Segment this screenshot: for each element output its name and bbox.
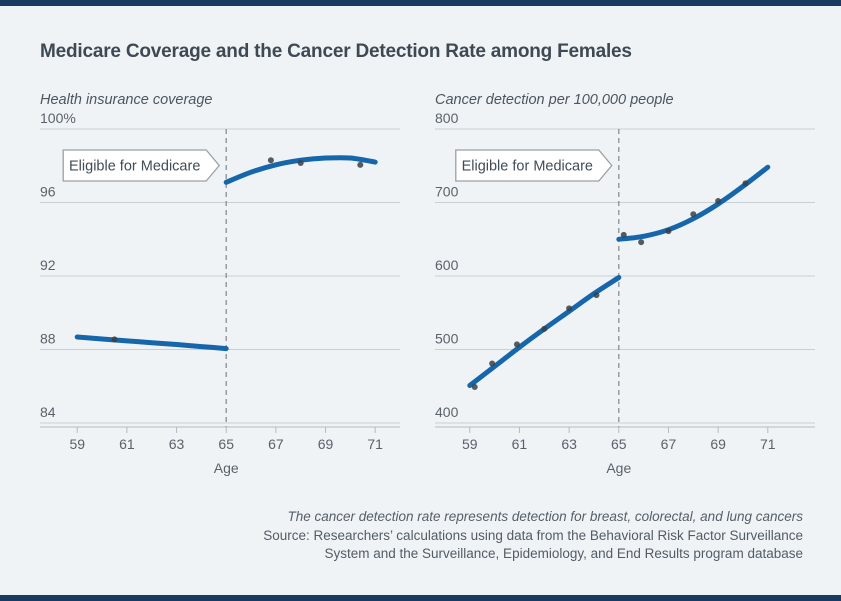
scatter-dot bbox=[638, 239, 645, 246]
chart-title: Medicare Coverage and the Cancer Detecti… bbox=[40, 40, 632, 62]
scatter-dot bbox=[665, 228, 672, 235]
scatter-dot bbox=[715, 198, 722, 205]
x-tick-label: 67 bbox=[661, 436, 677, 452]
cancer-detection-chart: 800 700 600 500 400 Eligible for Medicare 59 61… bbox=[435, 110, 815, 476]
footnote-text: The cancer detection rate represents det… bbox=[287, 509, 803, 524]
figure-footer: The cancer detection rate represents det… bbox=[43, 508, 803, 564]
scatter-dot bbox=[566, 305, 573, 312]
y-tick-label: 84 bbox=[40, 404, 56, 420]
x-tick-label: 65 bbox=[611, 436, 627, 452]
x-tick-label: 61 bbox=[512, 436, 528, 452]
x-tick-label: 69 bbox=[318, 436, 334, 452]
scatter-dot bbox=[267, 157, 274, 164]
eligible-callout-label: Eligible for Medicare bbox=[462, 159, 593, 175]
y-tick-label: 500 bbox=[435, 331, 459, 347]
scatter-dot bbox=[541, 325, 548, 332]
source-line-2: System and the Surveillance, Epidemiolog… bbox=[324, 546, 803, 561]
scatter-dot bbox=[357, 161, 364, 168]
left-axis-title: Health insurance coverage bbox=[40, 92, 213, 108]
x-tick-label: 59 bbox=[69, 436, 85, 452]
source-line-1: Source: Researchers’ calculations using … bbox=[263, 527, 803, 543]
x-tick-label: 63 bbox=[561, 436, 577, 452]
scatter-dot bbox=[742, 180, 749, 187]
scatter-dot bbox=[513, 341, 520, 348]
y-tick-label: 400 bbox=[435, 404, 459, 420]
x-tick-label: 59 bbox=[462, 436, 478, 452]
y-tick-label: 700 bbox=[435, 184, 459, 200]
eligible-callout-box bbox=[455, 149, 613, 182]
right-axis-title: Cancer detection per 100,000 people bbox=[435, 92, 674, 108]
x-tick-label: 71 bbox=[367, 436, 383, 452]
scatter-dot bbox=[471, 383, 478, 390]
x-tick-label: 71 bbox=[760, 436, 776, 452]
y-tick-label: 600 bbox=[435, 257, 459, 273]
scatter-dot bbox=[690, 211, 697, 218]
scatter-dot bbox=[593, 292, 600, 299]
scatter-dot bbox=[297, 159, 304, 166]
top-accent-bar bbox=[0, 0, 841, 6]
insurance-coverage-chart: 100% 96 92 88 84 Eligible for Medicare 59 61 63 6… bbox=[40, 110, 400, 476]
eligible-callout-box bbox=[62, 149, 221, 182]
y-tick-label: 100% bbox=[40, 110, 76, 126]
bottom-accent-bar bbox=[0, 595, 841, 601]
x-tick-label: 69 bbox=[710, 436, 726, 452]
x-tick-label: 67 bbox=[268, 436, 284, 452]
x-tick-label: 63 bbox=[169, 436, 185, 452]
scatter-dot bbox=[620, 231, 627, 238]
scatter-dot bbox=[111, 336, 118, 343]
eligible-callout-label: Eligible for Medicare bbox=[69, 159, 200, 175]
y-tick-label: 88 bbox=[40, 331, 56, 347]
x-axis-label: Age bbox=[606, 460, 631, 476]
trend-line bbox=[74, 334, 229, 352]
x-tick-label: 65 bbox=[218, 436, 234, 452]
x-axis-label: Age bbox=[214, 460, 239, 476]
y-tick-label: 800 bbox=[435, 110, 459, 126]
x-tick-label: 61 bbox=[119, 436, 135, 452]
y-tick-label: 92 bbox=[40, 257, 56, 273]
trend-line bbox=[616, 164, 771, 242]
scatter-dot bbox=[489, 360, 496, 367]
y-tick-label: 96 bbox=[40, 184, 56, 200]
